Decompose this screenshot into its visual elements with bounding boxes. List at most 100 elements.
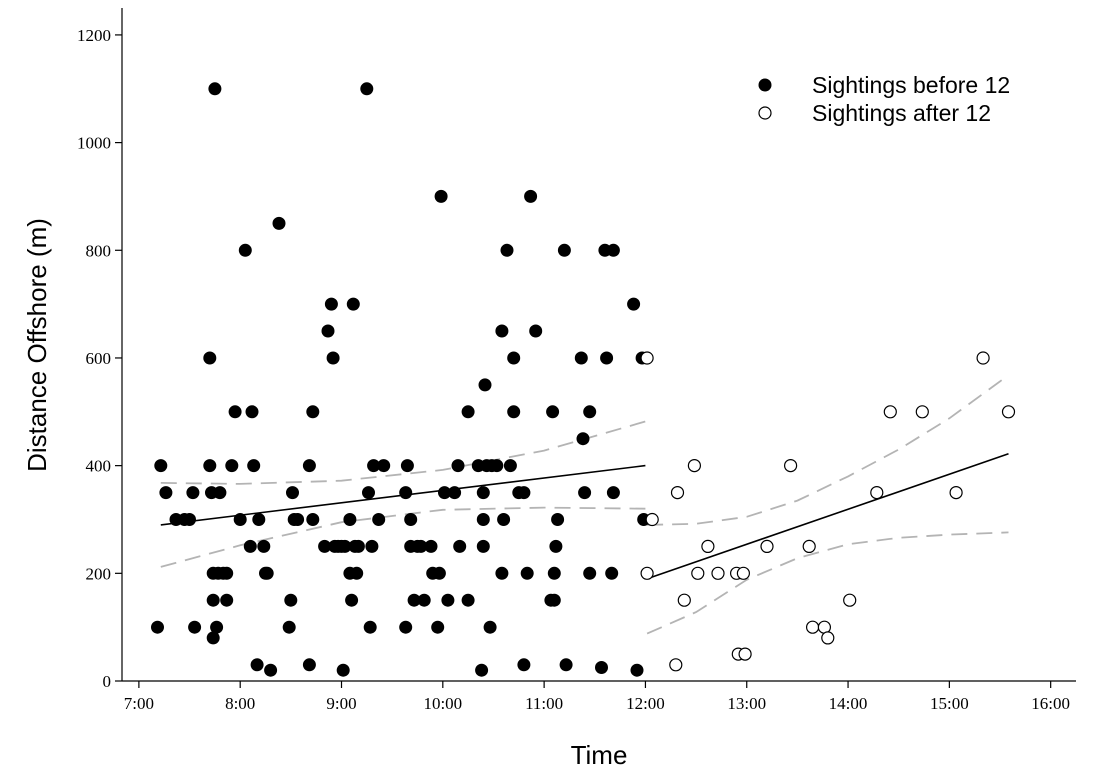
regression-lines — [160, 453, 1009, 580]
point-after-12 — [976, 351, 990, 365]
point-after-12 — [677, 593, 691, 607]
point-before-12 — [208, 82, 222, 96]
point-after-12 — [760, 539, 774, 554]
point-before-12 — [483, 620, 497, 634]
point-before-12 — [302, 459, 316, 473]
x-tick-label: 16:00 — [1031, 694, 1070, 713]
point-before-12 — [453, 539, 467, 553]
point-before-12 — [203, 459, 217, 473]
point-before-12 — [206, 631, 220, 645]
point-before-12 — [400, 459, 414, 473]
point-after-12 — [805, 620, 820, 634]
point-before-12 — [225, 459, 239, 473]
point-after-12 — [736, 566, 751, 580]
point-before-12 — [188, 620, 202, 634]
point-before-12 — [252, 513, 266, 526]
point-before-12 — [490, 459, 504, 473]
point-after-12 — [640, 566, 654, 580]
x-tick-label: 11:00 — [525, 694, 563, 713]
point-before-12 — [377, 459, 391, 473]
confidence-band-line — [646, 531, 1009, 635]
point-after-12 — [783, 459, 798, 473]
regression-line — [646, 453, 1009, 580]
point-after-12 — [883, 405, 897, 419]
point-before-12 — [233, 513, 247, 526]
x-tick-label: 8:00 — [225, 694, 255, 713]
point-before-12 — [326, 351, 340, 365]
x-tick-label: 9:00 — [326, 694, 356, 713]
point-before-12 — [448, 486, 462, 500]
y-tick-label: 0 — [103, 672, 112, 691]
point-before-12 — [247, 459, 261, 473]
point-after-12 — [669, 658, 683, 672]
point-before-12 — [461, 405, 475, 419]
legend: Sightings before 12 Sightings after 12 — [758, 72, 1010, 126]
point-before-12 — [284, 593, 298, 607]
point-before-12 — [500, 243, 514, 257]
point-before-12 — [154, 459, 168, 473]
point-after-12 — [821, 631, 835, 645]
point-before-12 — [606, 486, 620, 500]
x-tick-label: 10:00 — [423, 694, 462, 713]
point-before-12 — [336, 663, 350, 677]
point-before-12 — [238, 243, 252, 257]
point-before-12 — [159, 486, 173, 500]
point-before-12 — [507, 351, 521, 365]
point-before-12 — [432, 566, 446, 580]
point-after-12 — [738, 647, 752, 661]
point-before-12 — [272, 216, 286, 230]
y-tick-label: 600 — [86, 349, 112, 368]
point-before-12 — [600, 351, 614, 365]
x-tick-label: 15:00 — [930, 694, 969, 713]
point-before-12 — [583, 405, 597, 419]
point-before-12 — [576, 432, 590, 446]
point-before-12 — [497, 513, 511, 526]
point-before-12 — [220, 566, 234, 580]
point-before-12 — [206, 593, 220, 607]
point-before-12 — [461, 593, 475, 607]
point-before-12 — [630, 663, 644, 677]
x-axis-title: Time — [571, 740, 628, 770]
y-axis-ticks: 0 200 400 600 800 1000 1200 — [77, 26, 122, 691]
point-before-12 — [495, 566, 509, 580]
confidence-band-line — [160, 506, 646, 568]
point-before-12 — [250, 658, 264, 672]
point-before-12 — [574, 351, 588, 365]
point-after-12 — [802, 539, 816, 554]
x-tick-label: 7:00 — [124, 694, 154, 713]
point-before-12 — [417, 593, 431, 607]
y-tick-label: 200 — [86, 564, 112, 583]
point-before-12 — [517, 658, 531, 672]
point-before-12 — [606, 243, 620, 257]
point-after-12 — [843, 593, 857, 607]
y-tick-label: 800 — [86, 241, 112, 260]
point-after-12 — [640, 351, 654, 365]
point-before-12 — [151, 620, 164, 634]
point-before-12 — [350, 566, 364, 580]
point-before-12 — [441, 593, 455, 607]
point-before-12 — [507, 405, 521, 419]
point-before-12 — [346, 297, 360, 311]
point-before-12 — [478, 378, 492, 392]
y-tick-label: 1000 — [77, 134, 111, 153]
point-before-12 — [264, 663, 278, 677]
point-before-12 — [434, 189, 448, 203]
point-before-12 — [210, 620, 224, 634]
point-before-12 — [547, 593, 561, 607]
point-before-12 — [595, 661, 608, 674]
point-before-12 — [578, 486, 592, 500]
confidence-band-line — [160, 420, 646, 485]
point-before-12 — [495, 324, 509, 338]
point-before-12 — [517, 486, 531, 500]
point-before-12 — [551, 513, 565, 526]
point-before-12 — [245, 405, 259, 419]
point-before-12 — [529, 324, 543, 338]
point-before-12 — [243, 539, 257, 553]
point-after-12 — [949, 486, 963, 500]
point-before-12 — [451, 459, 465, 473]
point-before-12 — [424, 539, 438, 553]
point-before-12 — [282, 620, 296, 634]
point-before-12 — [321, 324, 335, 338]
data-points — [151, 82, 1016, 677]
